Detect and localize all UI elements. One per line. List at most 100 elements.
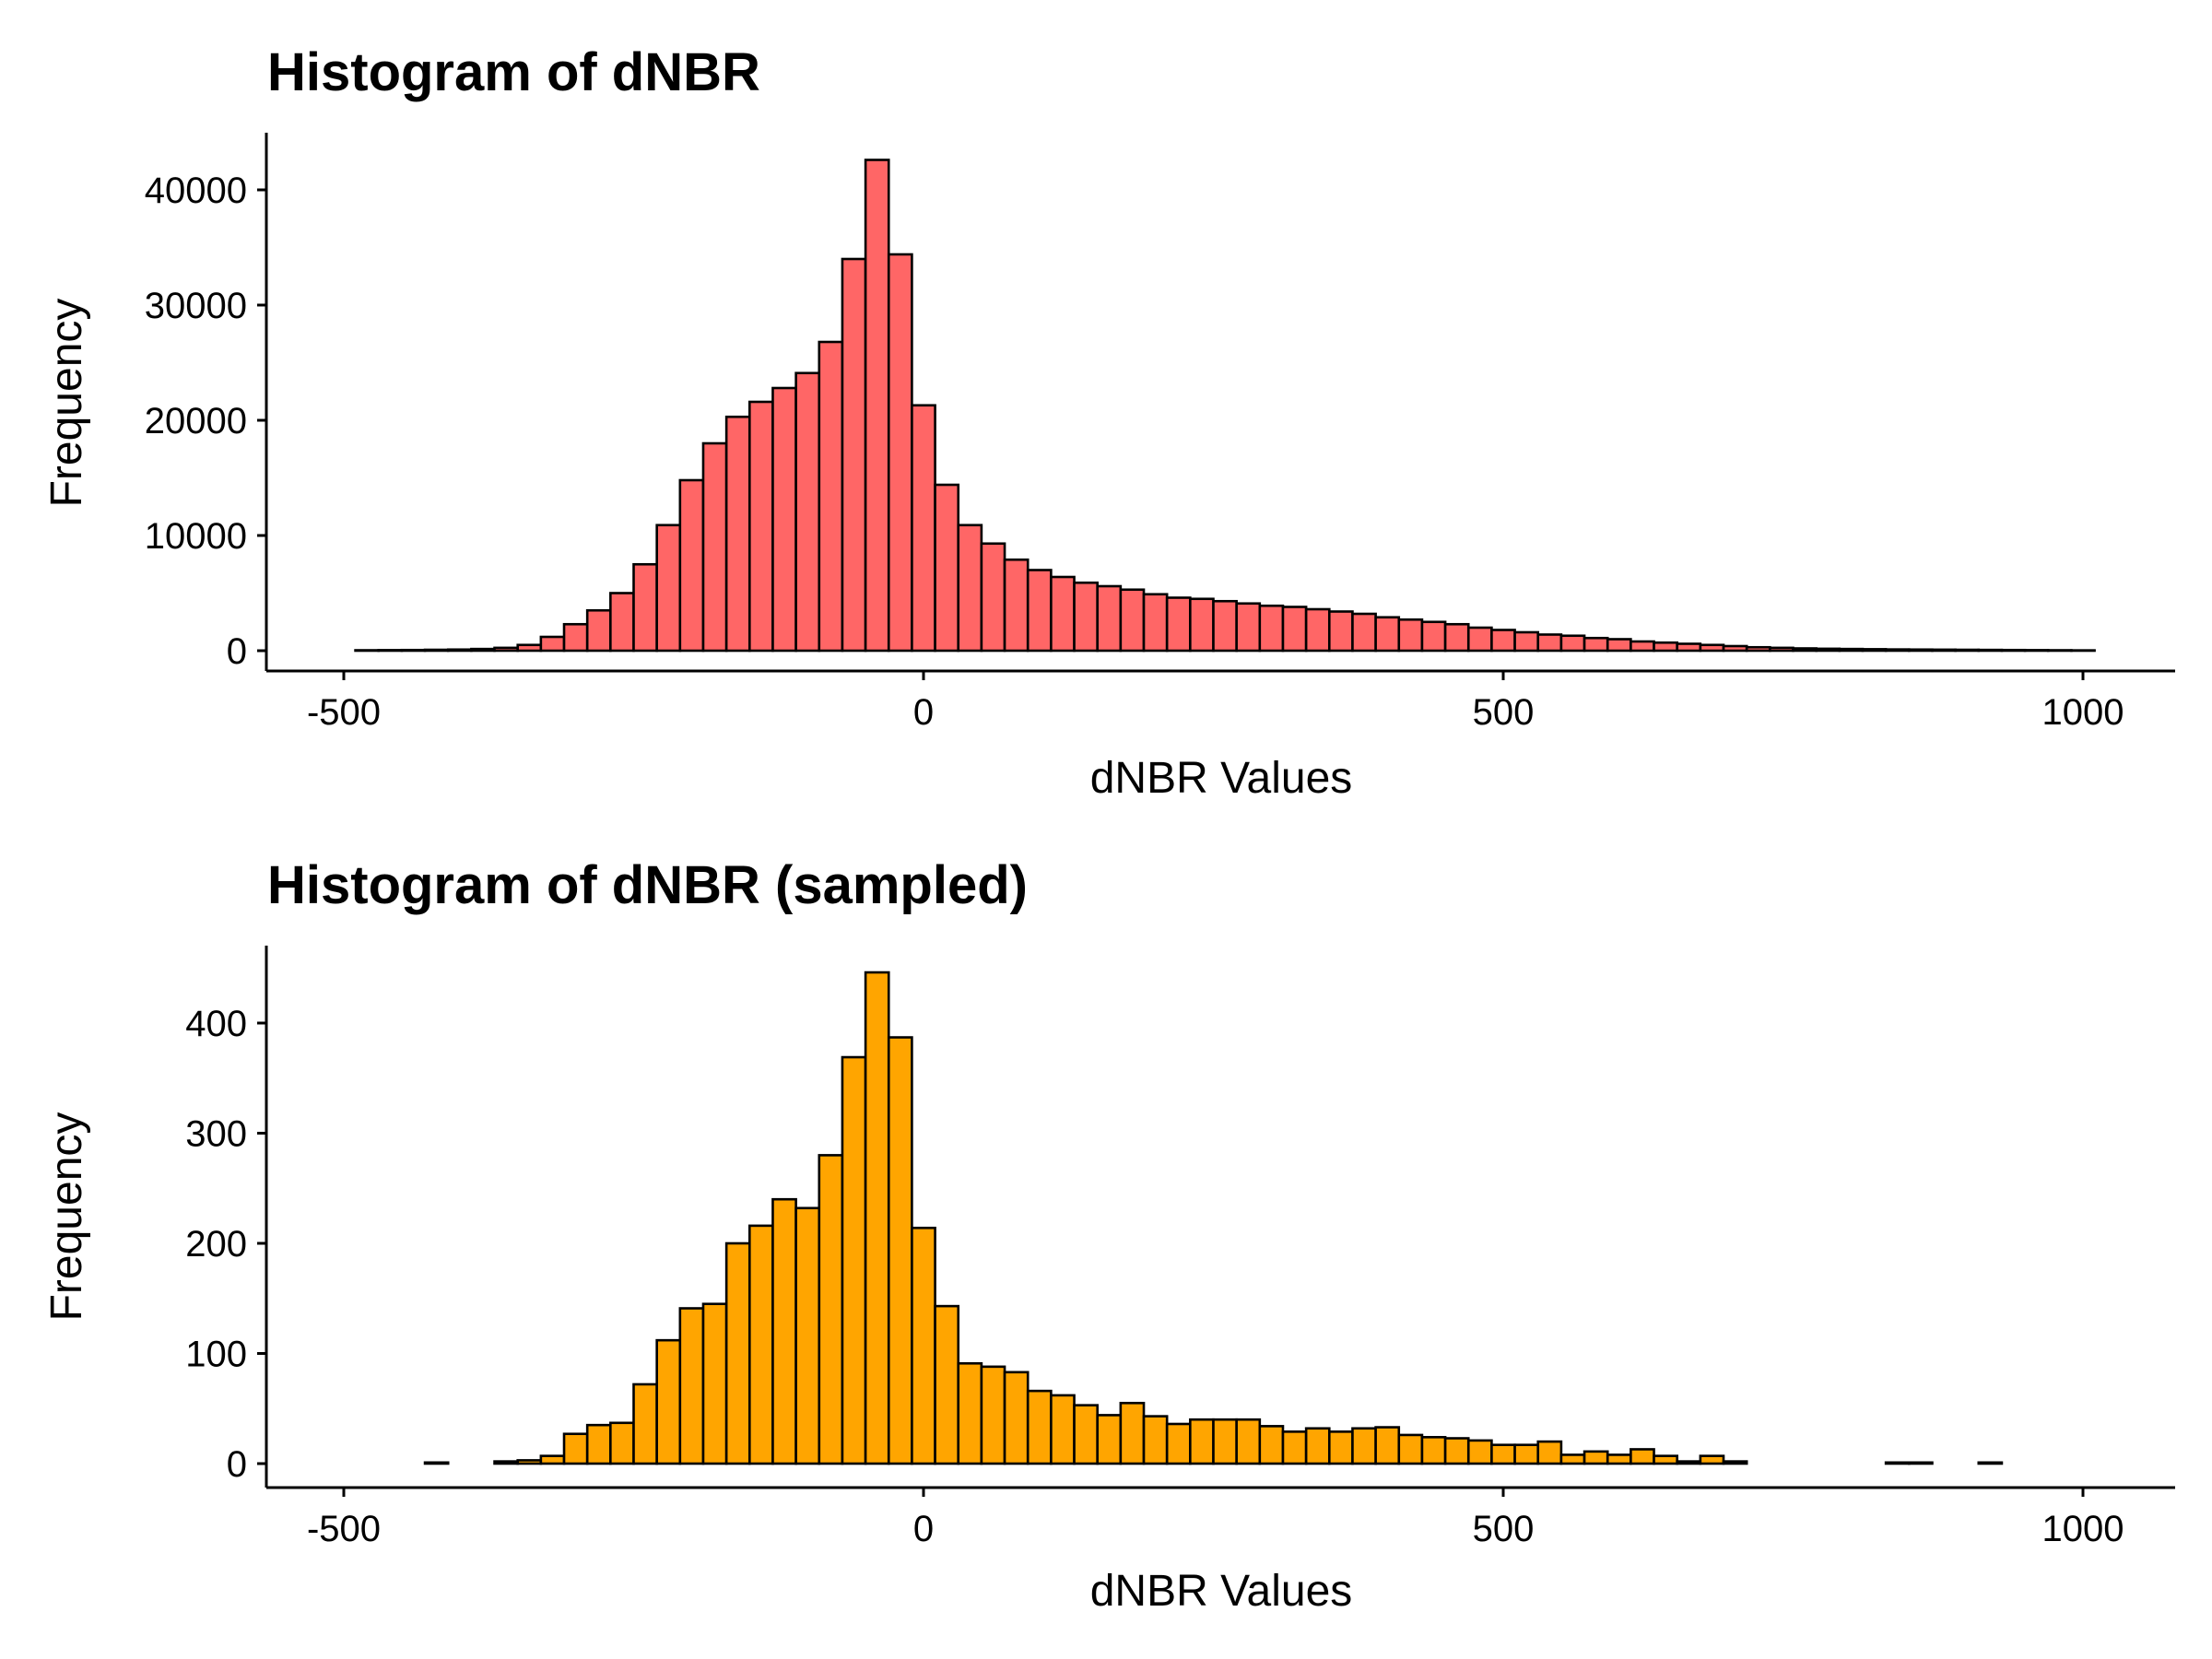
histogram-bar [2046,649,2073,653]
x-tick-label: 1000 [2042,1509,2124,1549]
histogram-bar [1235,602,1262,653]
histogram-bar [585,608,612,653]
histogram-bar [1281,1430,1308,1465]
histogram-bar [1073,581,1100,653]
histogram-bar [1304,1427,1331,1465]
histogram-bar [1792,647,1818,653]
histogram-bar [562,1432,589,1465]
histogram-bar [1165,1422,1192,1465]
histogram-bar [1722,644,1748,653]
histogram-bar [1189,1418,1215,1465]
histogram-bar [1026,569,1053,653]
histogram-bar [1119,1401,1146,1465]
histogram-bar [1490,629,1516,653]
histogram-bar [1026,1389,1053,1465]
full-histogram-panel: Histogram of dNBR 010000200003000040000 … [42,42,2175,803]
histogram-bar [1304,607,1331,653]
histogram-bar [1096,584,1123,653]
histogram-bar [1606,638,1632,653]
histogram-bar [1351,612,1377,653]
histogram-bar [1351,1427,1377,1465]
histogram-bar [1397,618,1424,653]
histogram-bar [1606,1453,1632,1465]
histogram-bar [493,646,519,653]
histogram-bar [1142,1415,1169,1465]
histogram-bar [1769,646,1794,653]
histogram-bar [1328,610,1354,653]
x-tick-label: 500 [1473,1509,1535,1549]
histogram-bar [864,971,890,1465]
histogram-bar [400,648,427,653]
histogram-bar [1977,1461,2004,1465]
histogram-bar [701,1302,728,1465]
histogram-bar [911,1226,936,1465]
x-tick-label: -500 [307,692,381,733]
histogram-bar [818,1154,844,1465]
histogram-bar [1189,597,1215,653]
histogram-bar [1699,643,1725,653]
histogram-bar [1745,645,1771,653]
histogram-bar [655,524,682,653]
histogram-bar [1884,648,1911,653]
histogram-bar [1630,1448,1655,1465]
histogram-bar [1559,1453,1586,1465]
y-axis-label: Frequency [42,299,91,508]
histogram-bar [2023,649,2050,653]
histogram-bar [1096,1414,1123,1465]
histogram-bar [354,649,381,653]
histogram-bar [377,649,404,653]
histogram-bar [1443,1437,1470,1465]
histogram-bar [1536,633,1563,653]
x-tick-label: 0 [913,1509,934,1549]
histogram-bar [747,1224,774,1465]
histogram-bar [1119,588,1146,653]
y-axis-label: Frequency [42,1112,91,1322]
histogram-bar [1931,648,1957,653]
histogram-bar [678,478,705,653]
histogram-bar [1443,622,1470,653]
histogram-bar [1815,647,1841,653]
histogram-bar [1838,647,1865,653]
histogram-bar [887,253,913,653]
histogram-bar [1328,1430,1354,1465]
x-tick-label: 1000 [2042,692,2124,733]
y-tick-label: 400 [185,1004,247,1044]
histogram-bar [1676,642,1702,653]
histogram-bar [585,1423,612,1465]
bars-group [354,159,2096,653]
x-tick-label: 0 [913,692,934,733]
histogram-bar [446,648,473,653]
histogram-bar [1003,1371,1030,1465]
histogram-bar [1954,648,1981,653]
histogram-bar [1420,1436,1447,1465]
chart-title: Histogram of dNBR (sampled) [267,855,1028,915]
histogram-bar [1583,1450,1609,1465]
histogram-bar [1466,626,1493,653]
y-tick-label: 300 [185,1114,247,1155]
histogram-bar [1676,1460,1702,1465]
histogram-bar [609,1421,635,1465]
histogram-bar [423,1461,450,1465]
histogram-bar [887,1036,913,1465]
histogram-bar [516,643,543,653]
histogram-bar [1653,641,1679,653]
histogram-bar [632,1382,658,1465]
histogram-bar [1258,604,1285,653]
histogram-bar [1374,616,1401,653]
histogram-bar [470,647,496,653]
y-ticks: 0 100 200 300 400 [185,1004,266,1485]
x-axis-label: dNBR Values [1090,1567,1353,1616]
histogram-bar [1908,648,1934,653]
histogram-bar [957,524,983,653]
histogram-bar [1490,1443,1516,1465]
histogram-bar [1050,1394,1076,1465]
histogram-bar [678,1307,705,1465]
histogram-bar [1003,558,1030,653]
histogram-bar [1630,640,1655,653]
histogram-bar [724,415,751,653]
histogram-bar [701,441,728,653]
chart-title: Histogram of dNBR [267,42,760,102]
histogram-bar [794,1206,821,1465]
histogram-bar [1142,593,1169,653]
histogram-bar [1977,648,2004,653]
